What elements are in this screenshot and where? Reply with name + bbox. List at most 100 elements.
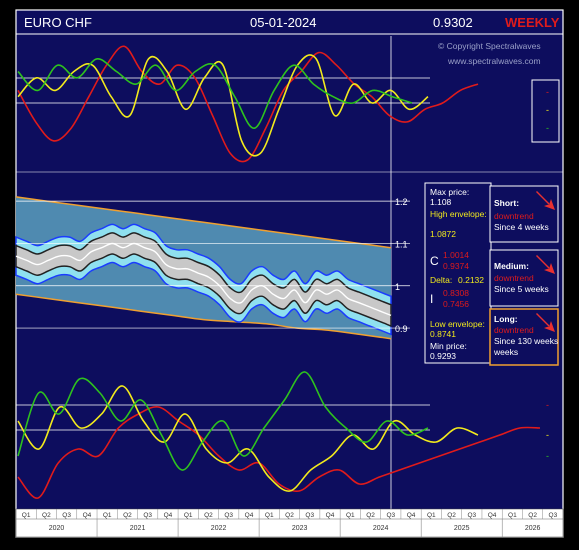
arrow-down-right-icon — [536, 191, 555, 210]
low-envelope-value: 0.8741 — [430, 329, 456, 339]
quarter-label: Q4 — [245, 512, 254, 519]
quarter-label: Q2 — [528, 512, 537, 519]
quarter-label: Q1 — [184, 512, 193, 519]
year-label: 2022 — [211, 525, 227, 532]
quarter-label: Q4 — [83, 512, 92, 519]
quarter-label: Q2 — [366, 512, 375, 519]
quarter-label: Q2 — [123, 512, 132, 519]
year-label: 2023 — [292, 525, 308, 532]
long-trend-since-unit: weeks — [493, 347, 518, 357]
min-price-value: 0.9293 — [430, 351, 456, 361]
quarter-label: Q4 — [326, 512, 335, 519]
high-envelope-line — [15, 196, 392, 249]
quarter-label: Q1 — [427, 512, 436, 519]
bottom-legend-red: - — [546, 400, 549, 410]
medium-trend-value: downtrend — [494, 273, 534, 283]
symbol-label: EURO CHF — [24, 15, 92, 30]
quarter-label: Q3 — [549, 512, 558, 519]
price-tick-label: 1 — [395, 282, 400, 292]
legend-green: - — [546, 123, 549, 133]
trend-box-short: Short: downtrend Since 4 weeks — [489, 185, 559, 243]
bottom-legend-yellow: - — [546, 430, 549, 440]
medium-trend-since: Since 5 weeks — [494, 284, 549, 294]
website-text: www.spectralwaves.com — [447, 56, 541, 66]
c-label: C — [430, 254, 439, 268]
top-oscillator-panel — [17, 45, 479, 163]
delta-value: 0.2132 — [458, 275, 484, 285]
year-label: 2026 — [525, 525, 541, 532]
oscillator-yellow-line — [17, 54, 429, 157]
quarter-label: Q1 — [508, 512, 517, 519]
arrow-down-right-icon — [536, 313, 555, 332]
min-price-label: Min price: — [430, 341, 467, 351]
arrow-down-right-icon — [536, 255, 555, 274]
quarter-label: Q3 — [386, 512, 395, 519]
quarter-label: Q4 — [164, 512, 173, 519]
trend-box-long: Long: downtrend Since 130 weeks weeks — [489, 308, 559, 366]
date-label: 05-01-2024 — [250, 15, 317, 30]
price-panel: 1.2 1.1 1 0.9 — [15, 196, 410, 340]
time-axis-labels: Q1 Q2 Q3 Q4 Q1 Q2 Q3 Q4 Q1 Q2 Q3 Q4 Q1 Q2 Q3 Q4 Q1 Q2 Q3 Q4… — [15, 509, 558, 537]
max-price-value: 1.108 — [430, 197, 452, 207]
trend-box-medium: Medium: downtrend Since 5 weeks — [489, 249, 559, 307]
quarter-label: Q3 — [62, 512, 71, 519]
legend-box — [531, 79, 560, 143]
delta-label: Delta: — [430, 275, 452, 285]
quarter-label: Q1 — [103, 512, 112, 519]
quarter-label: Q1 — [265, 512, 274, 519]
oscillator-yellow-line — [17, 385, 479, 492]
quarter-label: Q2 — [42, 512, 51, 519]
high-envelope-value: 1.0872 — [430, 229, 456, 239]
medium-trend-label: Medium: — [494, 261, 529, 271]
i-value-2: 0.7456 — [443, 299, 469, 309]
price-tick-label: 1.2 — [395, 197, 408, 207]
oscillator-red-line — [17, 45, 479, 163]
year-label: 2020 — [49, 525, 65, 532]
long-trend-value: downtrend — [494, 325, 534, 335]
low-envelope-label: Low envelope: — [430, 319, 485, 329]
i-value-1: 0.8308 — [443, 288, 469, 298]
bottom-oscillator-panel — [17, 371, 541, 499]
oscillator-green-line — [17, 371, 429, 471]
quarter-label: Q2 — [447, 512, 456, 519]
legend-yellow: - — [546, 105, 549, 115]
oscillator-red-line — [17, 406, 541, 499]
year-label: 2025 — [454, 525, 470, 532]
legend-red: - — [546, 87, 549, 97]
bottom-legend-green: - — [546, 451, 549, 461]
short-trend-since: Since 4 weeks — [494, 222, 549, 232]
max-price-label: Max price: — [430, 187, 469, 197]
quarter-label: Q1 — [22, 512, 31, 519]
quarter-label: Q3 — [143, 512, 152, 519]
year-label: 2024 — [373, 525, 389, 532]
quarter-label: Q2 — [285, 512, 294, 519]
quarter-label: Q4 — [407, 512, 416, 519]
low-envelope-line — [15, 293, 392, 340]
short-trend-label: Short: — [494, 198, 519, 208]
year-label: 2021 — [130, 525, 146, 532]
time-axis — [15, 508, 564, 538]
price-tick-label: 1.1 — [395, 239, 408, 249]
price-line — [15, 242, 392, 317]
short-trend-value: downtrend — [494, 211, 534, 221]
price-tick-label: 0.9 — [395, 324, 408, 334]
quarter-label: Q1 — [346, 512, 355, 519]
c-value-1: 1.0014 — [443, 250, 469, 260]
price-label: 0.9302 — [433, 15, 473, 30]
period-label: WEEKLY — [505, 15, 560, 30]
price-inner-band — [15, 232, 392, 328]
copyright-text: © Copyright Spectralwaves — [438, 41, 541, 51]
long-trend-label: Long: — [494, 314, 518, 324]
quarter-label: Q2 — [204, 512, 213, 519]
long-trend-since: Since 130 weeks — [494, 336, 558, 346]
quarter-label: Q3 — [467, 512, 476, 519]
quarter-label: Q4 — [488, 512, 497, 519]
quarter-label: Q3 — [224, 512, 233, 519]
oscillator-green-line — [17, 58, 413, 129]
c-value-2: 0.9374 — [443, 261, 469, 271]
i-label: I — [430, 292, 433, 306]
high-envelope-label: High envelope: — [430, 209, 487, 219]
quarter-label: Q3 — [305, 512, 314, 519]
